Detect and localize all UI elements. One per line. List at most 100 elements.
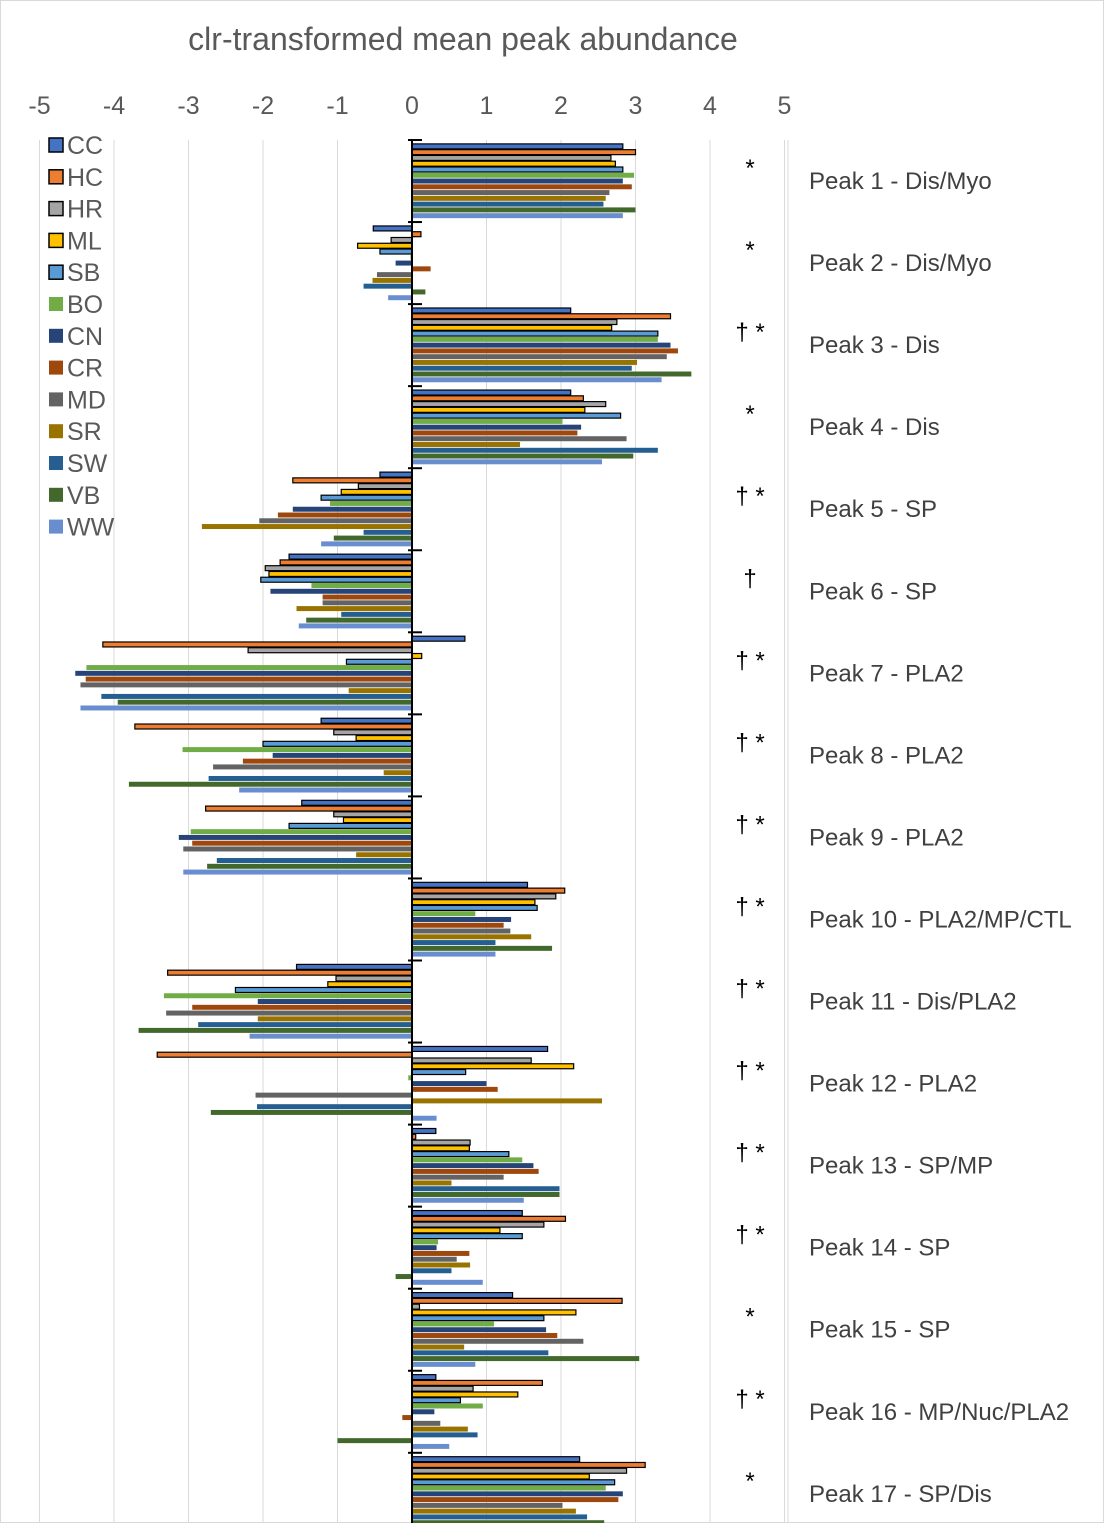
bar-cr <box>412 1333 558 1338</box>
bar-cc <box>411 881 529 888</box>
bar-ml <box>411 1227 501 1234</box>
bar-hc <box>411 1379 543 1386</box>
bar-sb <box>379 248 413 255</box>
bar-ww <box>249 1033 412 1039</box>
bar-sb <box>345 658 413 665</box>
bar-hc <box>411 1297 623 1304</box>
bar-hc <box>411 395 584 402</box>
bar-bo <box>412 1403 483 1409</box>
bar-cc <box>379 471 413 478</box>
bar-ml <box>411 1145 470 1152</box>
bar-cc <box>288 553 413 560</box>
significance-marker: * <box>745 237 754 264</box>
bar-cn <box>292 506 412 512</box>
bar-ml <box>411 324 613 331</box>
bar-ml <box>327 981 413 988</box>
bar-sb <box>411 166 624 173</box>
bar-sb <box>288 822 413 829</box>
category-label: Peak 4 - Dis <box>809 414 940 441</box>
bar-vb <box>207 863 412 869</box>
bar-sw <box>412 1186 560 1192</box>
category-label: Peak 5 - SP <box>809 496 937 523</box>
bar-hc <box>102 641 413 648</box>
x-tick-label: 5 <box>778 92 792 120</box>
x-tick-label: 0 <box>405 92 419 120</box>
bar-sr <box>412 1508 576 1514</box>
category-label: Peak 14 - SP <box>809 1235 950 1262</box>
category-label: Peak 6 - SP <box>809 578 937 605</box>
bar-sr <box>412 1344 465 1350</box>
bar-md <box>412 354 667 360</box>
bar-sr <box>296 606 412 612</box>
legend-label: CC <box>67 132 103 160</box>
legend-swatch-hr <box>48 200 64 217</box>
bar-sr <box>412 1098 602 1104</box>
legend-swatch-md <box>49 392 63 407</box>
bar-sb <box>411 1479 616 1486</box>
bar-md <box>412 1174 504 1180</box>
bar-sb <box>411 1315 545 1322</box>
bar-sb <box>411 330 659 337</box>
bar-sr <box>356 852 412 858</box>
bar-md <box>80 682 412 688</box>
bar-vb <box>412 1356 640 1362</box>
bar-cn <box>412 342 671 348</box>
significance-marker: † * <box>735 1386 764 1413</box>
bar-sb <box>262 740 413 747</box>
bar-cc <box>301 799 413 806</box>
bar-md <box>412 1502 563 1508</box>
bar-hr <box>411 1221 545 1228</box>
bar-bo <box>412 1321 494 1327</box>
bar-ww <box>412 1115 437 1121</box>
bar-vb <box>412 289 426 295</box>
bar-bo <box>182 747 412 753</box>
bar-sw <box>412 201 604 207</box>
bar-cn <box>412 178 623 184</box>
bar-hc <box>411 887 566 894</box>
bar-hr <box>411 1385 474 1392</box>
bar-hr <box>411 1139 471 1146</box>
bar-ww <box>412 1197 524 1203</box>
significance-marker: † * <box>735 483 764 510</box>
bar-ww <box>412 213 623 219</box>
x-axis-ticks: -5 -4 -3 -2 -1 0 1 2 3 4 5 <box>28 92 791 120</box>
bar-cr <box>412 430 578 436</box>
bar-ml <box>411 899 536 906</box>
bar-cn <box>412 1491 623 1497</box>
significance-marker: † * <box>735 647 764 674</box>
bar-sr <box>412 442 521 447</box>
bar-md <box>412 190 610 196</box>
legend-swatch-sb <box>48 264 64 280</box>
bar-bo <box>190 829 412 835</box>
category-label: Peak 12 - PLA2 <box>809 1071 977 1098</box>
bar-bo <box>412 911 476 917</box>
bar-hr <box>411 154 612 162</box>
category-labels: * Peak 1 - Dis/Myo * Peak 2 - Dis/Myo † * Pea… <box>735 155 1071 1508</box>
bar-sw <box>412 1432 478 1438</box>
bar-md <box>166 1010 412 1016</box>
bar-hr <box>335 975 413 982</box>
bar-ww <box>183 869 412 875</box>
bar-hr <box>247 647 413 654</box>
bar-vb <box>210 1109 412 1115</box>
bar-sw <box>412 1350 549 1356</box>
bar-sb <box>411 1068 467 1076</box>
category-label: Peak 9 - PLA2 <box>809 824 964 851</box>
significance-marker: † * <box>735 976 764 1003</box>
bar-bo <box>86 665 412 671</box>
bar-cc <box>411 1045 549 1053</box>
bar-md <box>255 1092 412 1098</box>
x-tick-label: -2 <box>252 92 274 120</box>
bar-bo <box>311 583 412 588</box>
legend-swatch-vb <box>49 487 63 502</box>
legend-swatch-cn <box>49 328 63 343</box>
bar-sr <box>412 195 606 201</box>
legend-label: ML <box>67 227 102 255</box>
bar-cn <box>178 834 412 840</box>
bar-md <box>183 846 412 852</box>
bar-bo <box>330 500 412 506</box>
bar-sr <box>412 1426 468 1432</box>
bar-hr <box>333 729 413 736</box>
bar-ww <box>412 1443 450 1449</box>
significance-marker: † * <box>735 319 764 346</box>
